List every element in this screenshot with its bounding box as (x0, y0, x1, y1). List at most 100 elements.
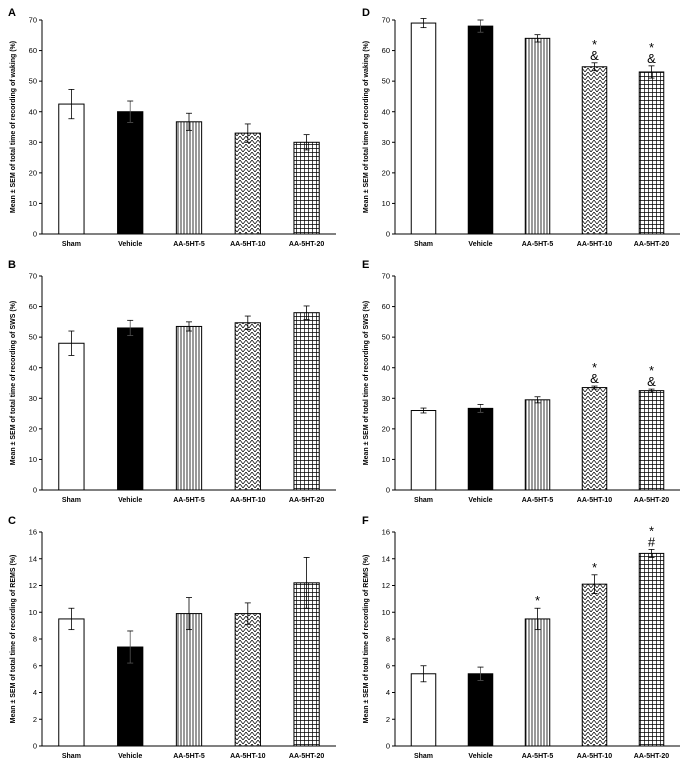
y-tick-label: 30 (29, 138, 37, 147)
y-tick-label: 14 (382, 554, 390, 563)
x-tick-label: Vehicle (118, 241, 142, 248)
y-tick-label: 16 (382, 528, 390, 537)
y-tick-label: 16 (29, 528, 37, 537)
bar (58, 342, 85, 491)
x-tick-label: AA-5HT-10 (577, 241, 613, 248)
bar (410, 673, 437, 747)
panel-e: E Mean ± SEM of total time of recording o… (362, 259, 680, 504)
significance-mark: * (592, 37, 597, 52)
y-tick-label: 20 (29, 424, 37, 433)
x-tick-label: Sham (414, 241, 433, 248)
y-axis-label: Mean ± SEM of total time of recording of… (10, 41, 17, 213)
significance-mark: * (592, 560, 597, 575)
significance-mark: * (535, 593, 540, 608)
y-tick-label: 20 (382, 168, 390, 177)
bar (234, 132, 261, 235)
bar (581, 583, 608, 747)
bar (175, 121, 203, 235)
bar (234, 322, 261, 491)
y-tick-label: 40 (382, 363, 390, 372)
significance-mark: * (649, 363, 654, 378)
x-tick-label: Sham (62, 753, 81, 760)
bar (524, 618, 551, 747)
y-tick-label: 4 (386, 688, 390, 697)
bar (234, 613, 261, 747)
bar (117, 111, 144, 235)
y-tick-label: 10 (29, 455, 37, 464)
bar (638, 390, 665, 491)
bar (467, 25, 494, 235)
x-tick-label: AA-5HT-20 (289, 497, 325, 504)
panel-letter: C (8, 515, 16, 527)
bar (467, 407, 494, 491)
bar (638, 552, 665, 747)
y-tick-label: 10 (382, 455, 390, 464)
bar (524, 399, 551, 491)
y-tick-label: 12 (29, 581, 37, 590)
bar (581, 387, 608, 491)
panel-a: A Mean ± SEM of total time of recording o… (8, 7, 336, 248)
y-tick-label: 4 (33, 688, 37, 697)
x-tick-label: Vehicle (118, 497, 142, 504)
y-tick-label: 70 (382, 272, 390, 281)
x-tick-label: AA-5HT-10 (577, 497, 613, 504)
significance-mark: & (647, 374, 656, 389)
panel-letter: D (362, 7, 370, 19)
x-tick-label: AA-5HT-10 (230, 753, 266, 760)
x-tick-label: Vehicle (118, 753, 142, 760)
y-tick-label: 60 (29, 302, 37, 311)
x-tick-label: Vehicle (468, 753, 492, 760)
bar (581, 66, 608, 235)
bar (175, 325, 203, 491)
bar (293, 141, 320, 235)
significance-mark: * (649, 523, 654, 538)
y-tick-label: 8 (33, 635, 37, 644)
x-tick-label: AA-5HT-5 (173, 753, 205, 760)
y-axis-label: Mean ± SEM of total time of recording of… (363, 301, 370, 465)
y-tick-label: 0 (33, 742, 37, 751)
y-tick-label: 50 (382, 333, 390, 342)
y-tick-label: 12 (382, 581, 390, 590)
y-tick-label: 50 (382, 77, 390, 86)
bar (58, 618, 85, 747)
bar (638, 71, 665, 235)
panel-d: D Mean ± SEM of total time of recording o… (362, 7, 680, 248)
y-tick-label: 2 (33, 715, 37, 724)
significance-mark: & (590, 48, 599, 63)
bar (293, 312, 320, 491)
bar (58, 103, 85, 235)
bar (467, 673, 494, 747)
y-axis-label: Mean ± SEM of total time of recording of… (10, 555, 17, 724)
y-tick-label: 20 (29, 168, 37, 177)
significance-mark: * (649, 40, 654, 55)
x-tick-label: AA-5HT-5 (522, 753, 554, 760)
bar (524, 37, 551, 235)
x-tick-label: AA-5HT-10 (577, 753, 613, 760)
y-tick-label: 14 (29, 554, 37, 563)
y-axis-label: Mean ± SEM of total time of recording of… (363, 41, 370, 213)
panel-c: C Mean ± SEM of total time of recording o… (8, 515, 336, 760)
y-tick-label: 70 (29, 16, 37, 25)
y-tick-label: 10 (29, 608, 37, 617)
x-tick-label: AA-5HT-5 (173, 241, 205, 248)
y-tick-label: 70 (29, 272, 37, 281)
panel-f: F Mean ± SEM of total time of recording o… (362, 515, 680, 760)
y-tick-label: 6 (33, 661, 37, 670)
y-tick-label: 40 (29, 107, 37, 116)
y-tick-label: 20 (382, 424, 390, 433)
x-tick-label: AA-5HT-20 (634, 753, 670, 760)
y-tick-label: 50 (29, 77, 37, 86)
y-tick-label: 0 (33, 486, 37, 495)
panel-letter: B (8, 259, 16, 271)
bar (410, 22, 437, 235)
x-tick-label: Vehicle (468, 241, 492, 248)
y-tick-label: 10 (382, 608, 390, 617)
y-tick-label: 6 (386, 661, 390, 670)
y-tick-label: 2 (386, 715, 390, 724)
bar (175, 613, 203, 747)
y-tick-label: 10 (29, 199, 37, 208)
x-tick-label: AA-5HT-20 (289, 753, 325, 760)
y-axis-label: Mean ± SEM of total time of recording of… (363, 555, 370, 724)
y-tick-label: 70 (382, 16, 390, 25)
